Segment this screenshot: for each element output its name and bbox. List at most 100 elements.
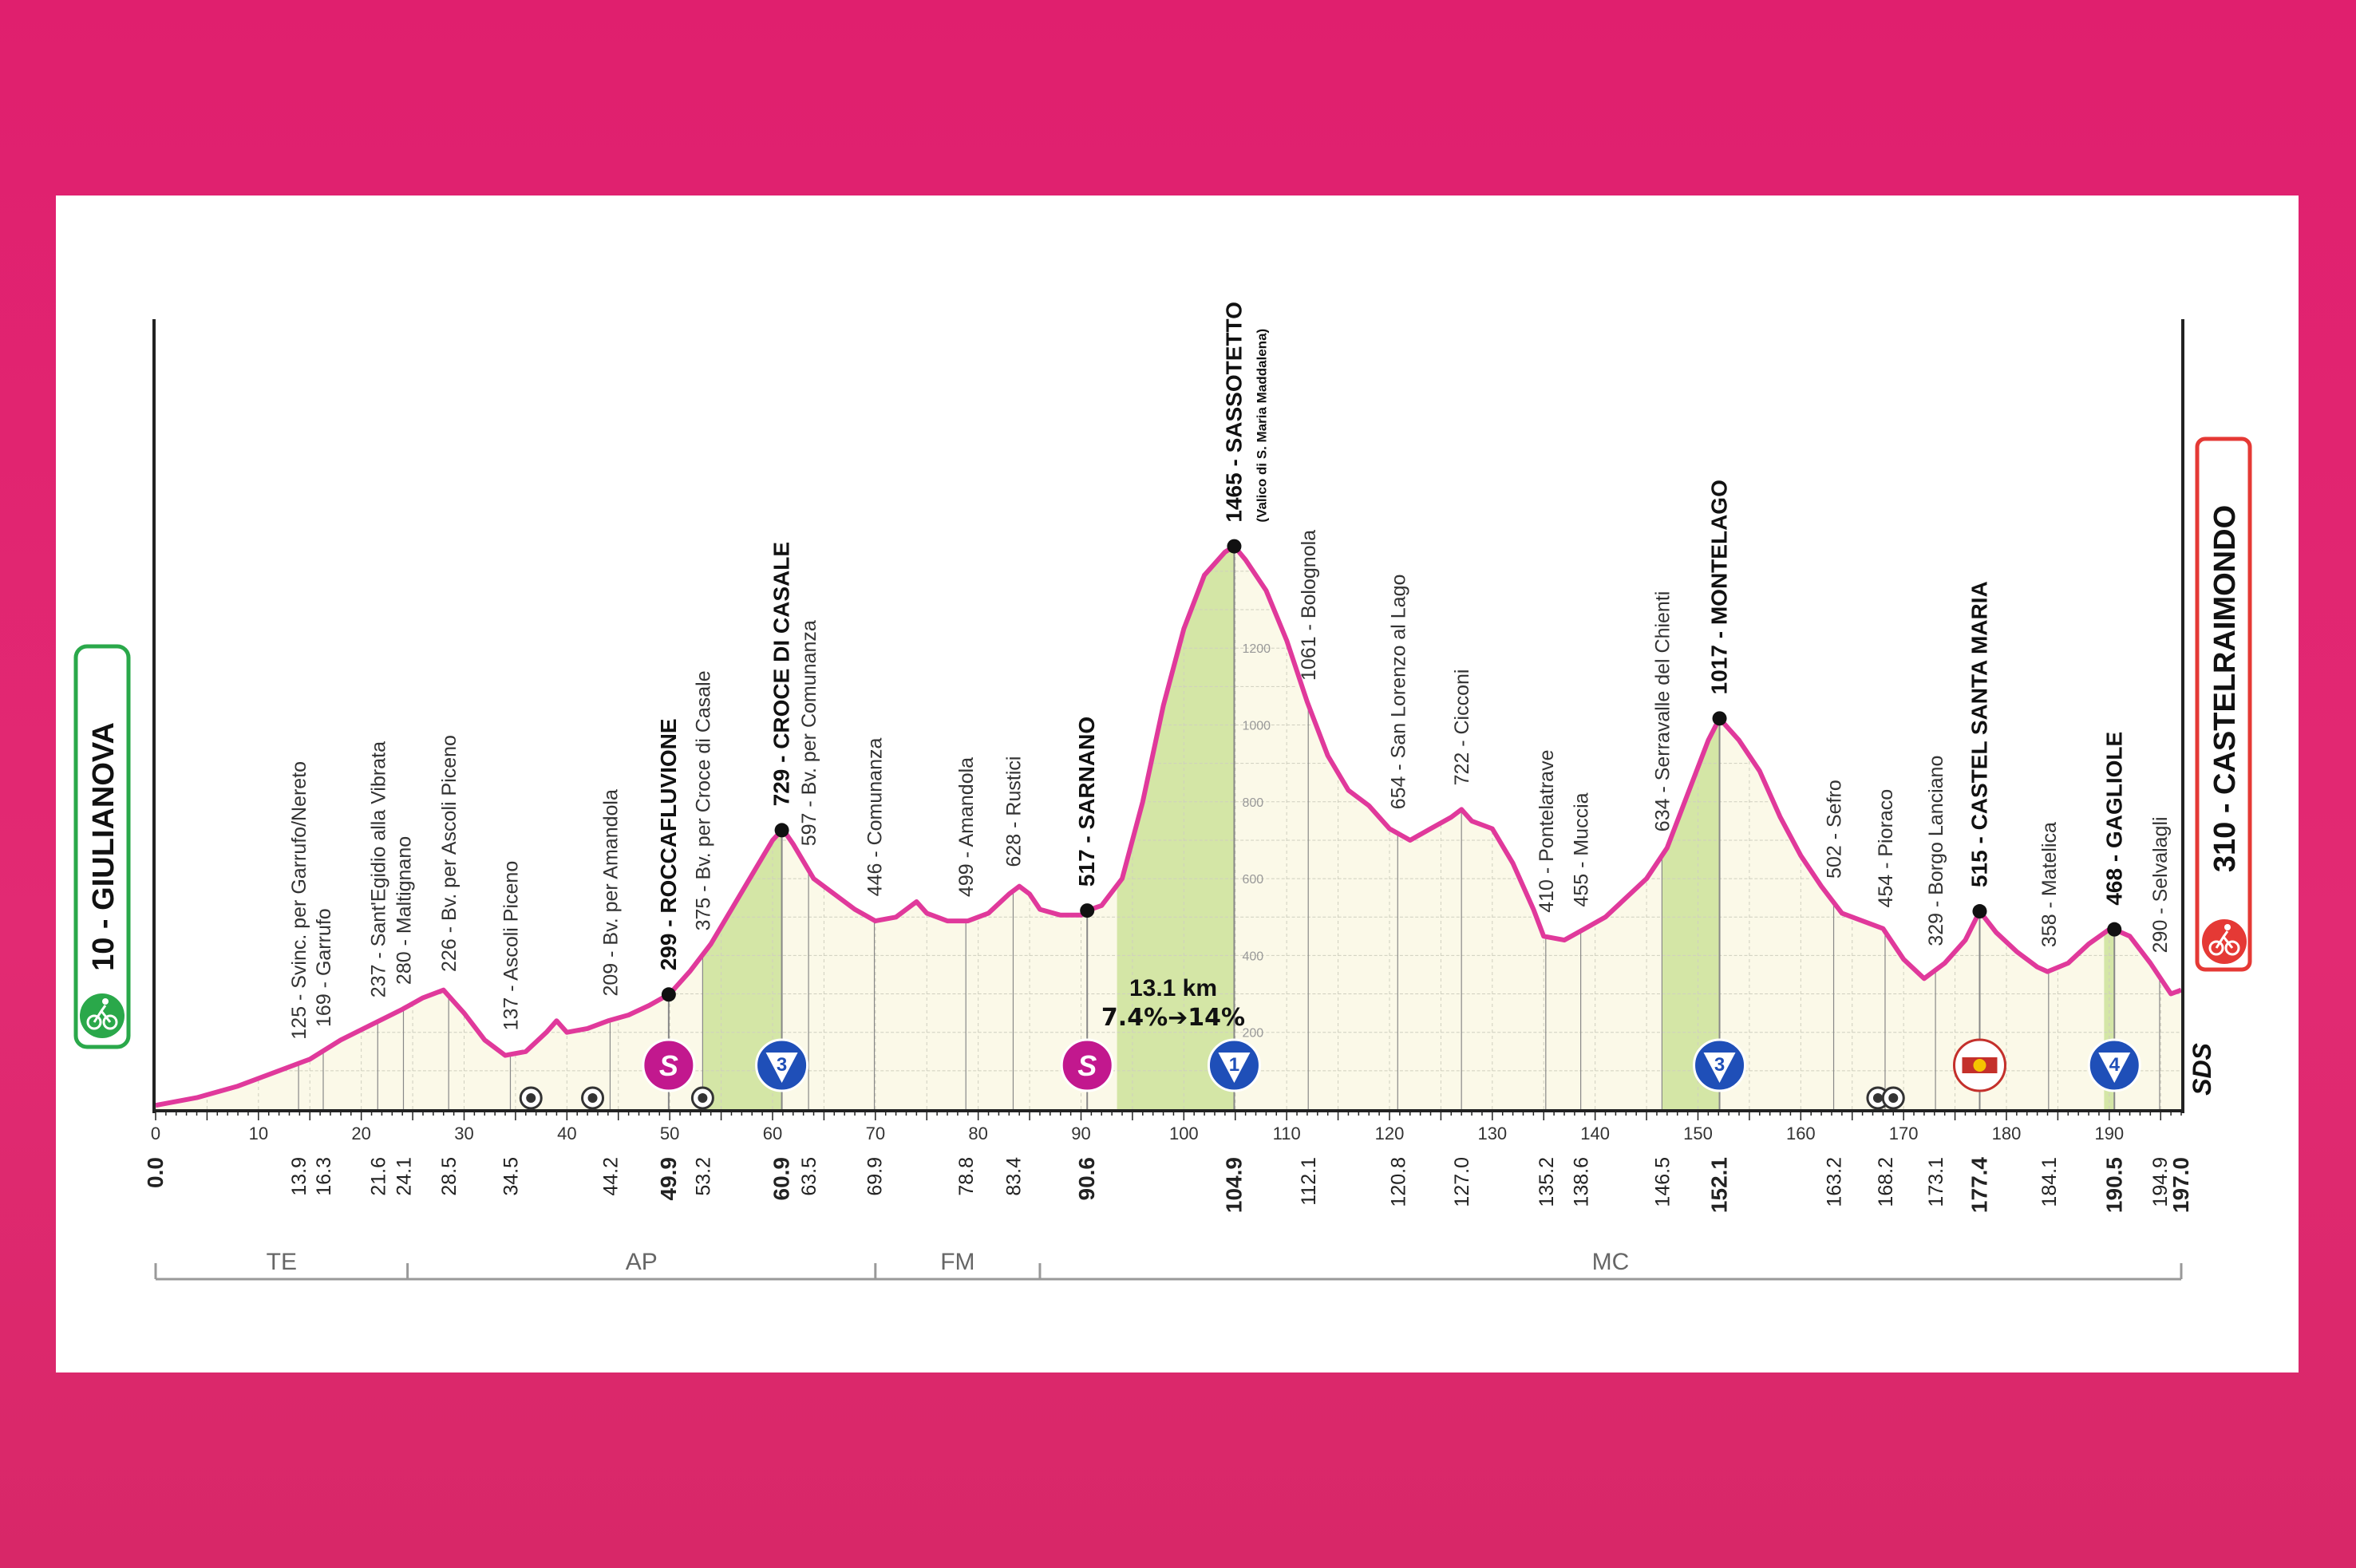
- province-label: TE: [267, 1249, 297, 1275]
- location-km: 190.5: [2101, 1157, 2126, 1213]
- location-km: 104.9: [1221, 1157, 1246, 1213]
- location-km: 184.1: [2038, 1157, 2061, 1207]
- brand-mark: SDS: [2188, 1042, 2216, 1095]
- km-axis: 0 10 20 30 40 50 60 70 80 90 100 110 120 130 140 150 160…: [151, 319, 2184, 1143]
- sprint-icon: S: [1060, 1038, 1114, 1092]
- x-tick-label: 70: [866, 1124, 885, 1143]
- feed-zone-center: [698, 1093, 708, 1103]
- location-label: 280 - Maltignano: [393, 836, 415, 985]
- location-km: 138.6: [1571, 1157, 1593, 1207]
- kom-icon: 3: [1693, 1038, 1747, 1092]
- location-km: 194.9: [2149, 1157, 2172, 1207]
- location-km: 90.6: [1074, 1157, 1099, 1201]
- location-label: 358 - Matelica: [2038, 822, 2061, 947]
- kom-category: 3: [777, 1054, 787, 1076]
- location-label: 209 - Bv. per Amandola: [599, 789, 622, 997]
- cyclist-icon: [80, 993, 125, 1038]
- location-label: 729 - CROCE DI CASALE: [769, 542, 794, 806]
- location-label: 1061 - Bolognola: [1298, 530, 1320, 681]
- x-tick-label: 100: [1169, 1124, 1199, 1143]
- climb-length: 13.1 km: [1129, 975, 1217, 1001]
- location-label: 722 - Cicconi: [1451, 669, 1473, 786]
- location-km: 28.5: [438, 1157, 461, 1196]
- location-label: 125 - Svinc. per Garrufo/Nereto: [288, 761, 310, 1040]
- red-bull-km-icon: [1952, 1038, 2006, 1092]
- location-label: 454 - Pioraco: [1875, 789, 1897, 908]
- x-tick-label: 150: [1683, 1124, 1713, 1143]
- location-label: 634 - Serravalle del Chienti: [1651, 591, 1674, 832]
- location-km: 177.4: [1967, 1157, 1991, 1213]
- location-label: 654 - San Lorenzo al Lago: [1387, 575, 1409, 810]
- red-bull-sun: [1973, 1059, 1986, 1072]
- location-km: 112.1: [1298, 1157, 1320, 1206]
- kom-icon: 3: [755, 1038, 809, 1092]
- kom-triangle: [1218, 1053, 1251, 1083]
- feed-zone-icon: [1881, 1086, 1905, 1110]
- sprint-circle: [642, 1038, 696, 1092]
- location-km: 135.2: [1536, 1157, 1558, 1207]
- stage-profile-chart: 200 400 600 800 1000 1200 0 10 20 30 40 50 60 70 80 90…: [73, 302, 2252, 1281]
- location-km: 120.8: [1387, 1157, 1409, 1207]
- location-label: 137 - Ascoli Piceno: [500, 861, 522, 1031]
- y-tick-label: 400: [1242, 950, 1263, 963]
- location-label: 455 - Muccia: [1571, 792, 1593, 906]
- location-sublabel: (Valico di S. Maria Maddalena): [1254, 329, 1269, 523]
- summit-dot: [1080, 903, 1095, 918]
- location-km: 34.5: [500, 1157, 522, 1196]
- cyclist-icon: [2202, 919, 2247, 964]
- location-km: 21.6: [367, 1157, 389, 1196]
- feed-zone-icon: [581, 1086, 605, 1110]
- location-label: 468 - GAGLIOLE: [2101, 732, 2126, 906]
- feed-zone-center: [526, 1093, 536, 1103]
- x-tick-label: 80: [968, 1124, 987, 1143]
- climb-segment: [1117, 546, 1235, 1109]
- kom-triangle: [765, 1053, 798, 1083]
- province-label: MC: [1592, 1249, 1630, 1275]
- y-tick-label: 1000: [1242, 720, 1271, 733]
- location-label: 410 - Pontelatrave: [1536, 750, 1558, 913]
- location-label: 375 - Bv. per Croce di Casale: [692, 670, 714, 930]
- location-km: 13.9: [288, 1157, 310, 1196]
- location-label: 1017 - MONTELAGO: [1707, 480, 1732, 694]
- location-label: 499 - Amandola: [955, 757, 978, 897]
- climb-badges: S 3 S 1 3 4: [519, 1038, 2141, 1110]
- location-label: 597 - Bv. per Comunanza: [798, 620, 820, 846]
- finish-label: 310 - CASTELRAIMONDO: [2208, 505, 2242, 872]
- location-label: 1465 - SASSOTETTO: [1221, 302, 1246, 522]
- kom-category: 1: [1229, 1054, 1239, 1076]
- finish-box: 310 - CASTELRAIMONDO: [2195, 436, 2252, 972]
- x-tick-label: 20: [351, 1124, 370, 1143]
- location-label: 299 - ROCCAFLUVIONE: [656, 718, 681, 970]
- x-tick-label: 10: [249, 1124, 268, 1143]
- feed-zone-center: [587, 1093, 598, 1103]
- location-km: 44.2: [599, 1157, 622, 1196]
- plot-area: 200 400 600 800 1000 1200: [155, 539, 2183, 1109]
- x-tick-label: 160: [1786, 1124, 1816, 1143]
- location-label: 290 - Selvalagli: [2149, 816, 2172, 953]
- summit-dot: [2107, 922, 2122, 937]
- y-tick-label: 200: [1242, 1027, 1263, 1041]
- x-tick-label: 190: [2094, 1124, 2124, 1143]
- location-label: 628 - Rustici: [1002, 756, 1025, 867]
- location-label: 226 - Bv. per Ascoli Piceno: [438, 735, 461, 972]
- climb-info: 13.1 km 7.4%➔14%: [1101, 975, 1245, 1032]
- sprint-circle: [1060, 1038, 1114, 1092]
- location-km: 60.9: [769, 1157, 794, 1201]
- summit-dot: [1712, 711, 1727, 726]
- location-label: 329 - Borgo Lanciano: [1925, 756, 1947, 946]
- feed-zone-center: [1872, 1093, 1883, 1103]
- kom-category: 3: [1714, 1054, 1725, 1076]
- location-km: 69.9: [864, 1157, 887, 1196]
- location-km: 168.2: [1875, 1157, 1897, 1207]
- kom-triangle: [1703, 1053, 1736, 1083]
- sprint-icon: S: [642, 1038, 696, 1092]
- climb-gradient: 7.4%➔14%: [1101, 1004, 1245, 1032]
- location-label: 517 - SARNANO: [1074, 717, 1099, 887]
- x-tick-label: 40: [557, 1124, 576, 1143]
- climb-segment: [702, 830, 782, 1109]
- climb-segment: [1662, 718, 1720, 1109]
- location-label: 446 - Comunanza: [864, 738, 887, 897]
- y-tick-label: 600: [1242, 873, 1263, 887]
- x-tick-label: 130: [1477, 1124, 1507, 1143]
- kom-icon: 4: [2087, 1038, 2141, 1092]
